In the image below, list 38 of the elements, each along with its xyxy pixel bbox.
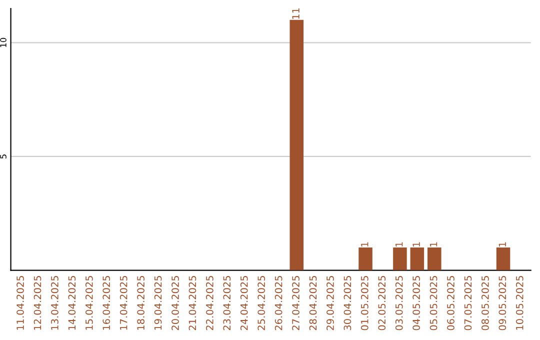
x-tick-label: 05.05.2025 — [430, 276, 438, 330]
data-label: 1 — [430, 242, 438, 246]
x-tick-label: 18.04.2025 — [137, 276, 144, 330]
x-tick-label: 24.04.2025 — [240, 276, 248, 330]
x-tick-label: 23.04.2025 — [223, 276, 231, 330]
x-tick-label: 03.05.2025 — [395, 276, 403, 330]
x-tick-label: 15.04.2025 — [85, 276, 93, 330]
y-tick-label: 10 — [0, 38, 6, 48]
x-tick-label: 07.05.2025 — [464, 276, 472, 330]
x-tick-label: 26.04.2025 — [274, 276, 282, 330]
data-label: 1 — [412, 242, 420, 246]
x-tick-label: 02.05.2025 — [378, 276, 386, 330]
x-tick-label: 25.04.2025 — [258, 276, 266, 330]
data-label: 1 — [498, 242, 506, 246]
x-tick-label: 19.04.2025 — [154, 276, 162, 330]
x-tick-label: 27.04.2025 — [292, 276, 300, 330]
x-tick-label: 13.04.2025 — [51, 276, 58, 330]
data-label: 1 — [361, 242, 368, 246]
x-tick-label: 12.04.2025 — [34, 276, 42, 330]
data-label: 1 — [396, 242, 403, 246]
x-tick-label: 06.05.2025 — [447, 276, 454, 330]
x-tick-label: 17.04.2025 — [120, 276, 128, 330]
x-tick-label: 20.04.2025 — [172, 276, 179, 330]
x-tick-label: 16.04.2025 — [102, 276, 110, 330]
x-tick-label: 21.04.2025 — [188, 276, 196, 330]
y-tick-label: 5 — [0, 154, 6, 158]
x-tick-label: 08.05.2025 — [482, 276, 489, 330]
x-tick-label: 10.05.2025 — [516, 276, 524, 330]
x-tick-label: 14.04.2025 — [68, 276, 76, 330]
x-tick-label: 29.04.2025 — [326, 276, 334, 330]
data-label: 11 — [292, 8, 300, 19]
x-tick-label: 22.04.2025 — [206, 276, 214, 330]
x-tick-label: 01.05.2025 — [360, 276, 368, 330]
x-tick-label: 30.04.2025 — [344, 276, 352, 330]
x-tick-label: 28.04.2025 — [309, 276, 317, 330]
x-tick-label: 04.05.2025 — [412, 276, 420, 330]
x-tick-label: 11.04.2025 — [16, 276, 24, 330]
x-tick-label: 09.05.2025 — [498, 276, 506, 330]
